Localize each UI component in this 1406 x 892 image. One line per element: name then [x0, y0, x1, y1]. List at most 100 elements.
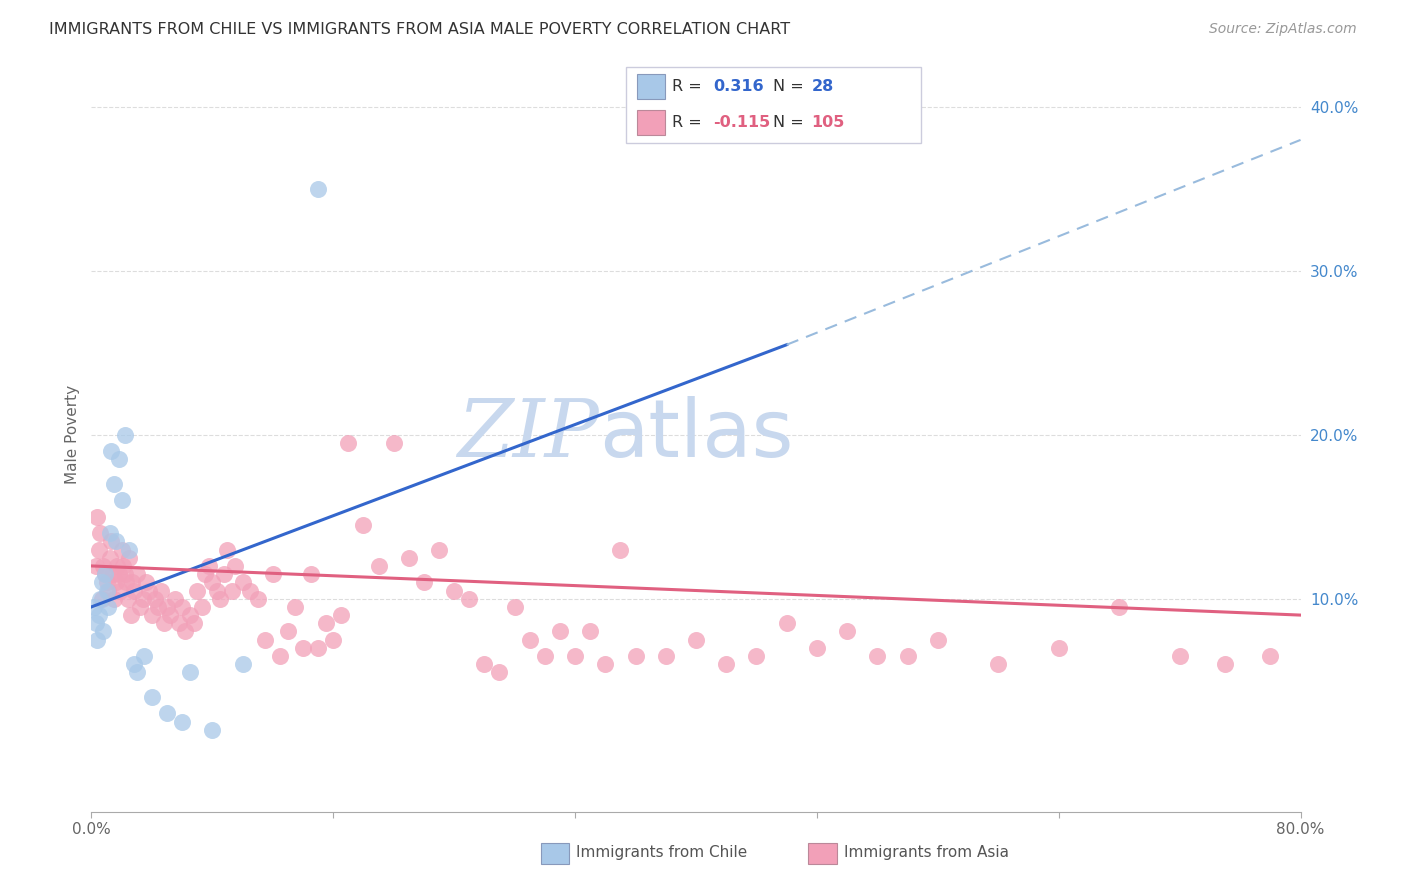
Point	[564, 648, 586, 663]
Point	[100, 444, 122, 458]
Point	[115, 575, 138, 590]
Point	[714, 657, 737, 672]
Point	[125, 567, 148, 582]
Point	[1168, 648, 1191, 663]
Point	[93, 624, 115, 639]
Point	[107, 452, 129, 467]
Point	[413, 575, 436, 590]
Point	[94, 567, 117, 582]
Point	[132, 591, 155, 606]
Point	[87, 542, 110, 557]
Point	[143, 591, 166, 606]
Point	[111, 542, 132, 557]
Point	[246, 591, 269, 606]
Point	[224, 558, 246, 573]
Text: ZIP: ZIP	[457, 396, 599, 474]
Text: Immigrants from Asia: Immigrants from Asia	[844, 846, 1008, 860]
Point	[111, 493, 132, 508]
Point	[101, 567, 124, 582]
Point	[208, 591, 231, 606]
Point	[1108, 599, 1130, 614]
Point	[307, 640, 329, 655]
Point	[91, 575, 114, 590]
Point	[174, 624, 197, 639]
Point	[595, 657, 617, 672]
Point	[337, 436, 360, 450]
Point	[190, 599, 212, 614]
Point	[118, 542, 141, 557]
Point	[866, 648, 889, 663]
Point	[548, 624, 571, 639]
Point	[146, 599, 169, 614]
Point	[427, 542, 450, 557]
Point	[201, 723, 224, 737]
Text: Immigrants from Chile: Immigrants from Chile	[576, 846, 748, 860]
Point	[167, 616, 190, 631]
Point	[114, 567, 136, 582]
Point	[458, 591, 481, 606]
Point	[315, 616, 337, 631]
Point	[609, 542, 631, 557]
Text: IMMIGRANTS FROM CHILE VS IMMIGRANTS FROM ASIA MALE POVERTY CORRELATION CHART: IMMIGRANTS FROM CHILE VS IMMIGRANTS FROM…	[49, 22, 790, 37]
Point	[125, 665, 148, 680]
Point	[292, 640, 315, 655]
Point	[269, 648, 291, 663]
Point	[97, 583, 120, 598]
Point	[83, 599, 105, 614]
Point	[277, 624, 299, 639]
Text: 28: 28	[811, 79, 834, 94]
Point	[776, 616, 799, 631]
Point	[262, 567, 284, 582]
Point	[398, 550, 420, 565]
Point	[284, 599, 307, 614]
Point	[96, 575, 118, 590]
Text: -0.115: -0.115	[713, 115, 770, 129]
Point	[107, 567, 129, 582]
Point	[307, 182, 329, 196]
Text: atlas: atlas	[599, 396, 793, 474]
Point	[87, 608, 110, 623]
Point	[122, 583, 145, 598]
Point	[1260, 648, 1282, 663]
Point	[149, 583, 172, 598]
Point	[897, 648, 920, 663]
Text: R =: R =	[672, 115, 707, 129]
Point	[128, 599, 150, 614]
Point	[84, 616, 107, 631]
Point	[159, 608, 181, 623]
Point	[987, 657, 1010, 672]
Text: N =: N =	[773, 115, 810, 129]
Point	[134, 648, 156, 663]
Point	[367, 558, 389, 573]
Point	[519, 632, 541, 647]
Point	[86, 632, 108, 647]
Point	[183, 616, 205, 631]
Point	[322, 632, 344, 647]
Text: N =: N =	[773, 79, 810, 94]
Point	[352, 518, 374, 533]
Point	[121, 575, 143, 590]
Point	[685, 632, 707, 647]
Point	[114, 427, 136, 442]
Point	[1213, 657, 1236, 672]
Point	[172, 714, 194, 729]
Point	[135, 575, 157, 590]
Point	[503, 599, 526, 614]
Point	[472, 657, 495, 672]
Point	[382, 436, 405, 450]
Point	[579, 624, 602, 639]
Point	[163, 591, 186, 606]
Point	[117, 591, 139, 606]
Point	[179, 608, 201, 623]
Point	[141, 608, 163, 623]
Point	[94, 567, 117, 582]
Point	[100, 534, 122, 549]
Y-axis label: Male Poverty: Male Poverty	[65, 385, 80, 484]
Point	[108, 583, 131, 598]
Point	[254, 632, 277, 647]
Point	[745, 648, 768, 663]
Point	[179, 665, 201, 680]
Point	[533, 648, 555, 663]
Point	[98, 526, 121, 541]
Point	[186, 583, 208, 598]
